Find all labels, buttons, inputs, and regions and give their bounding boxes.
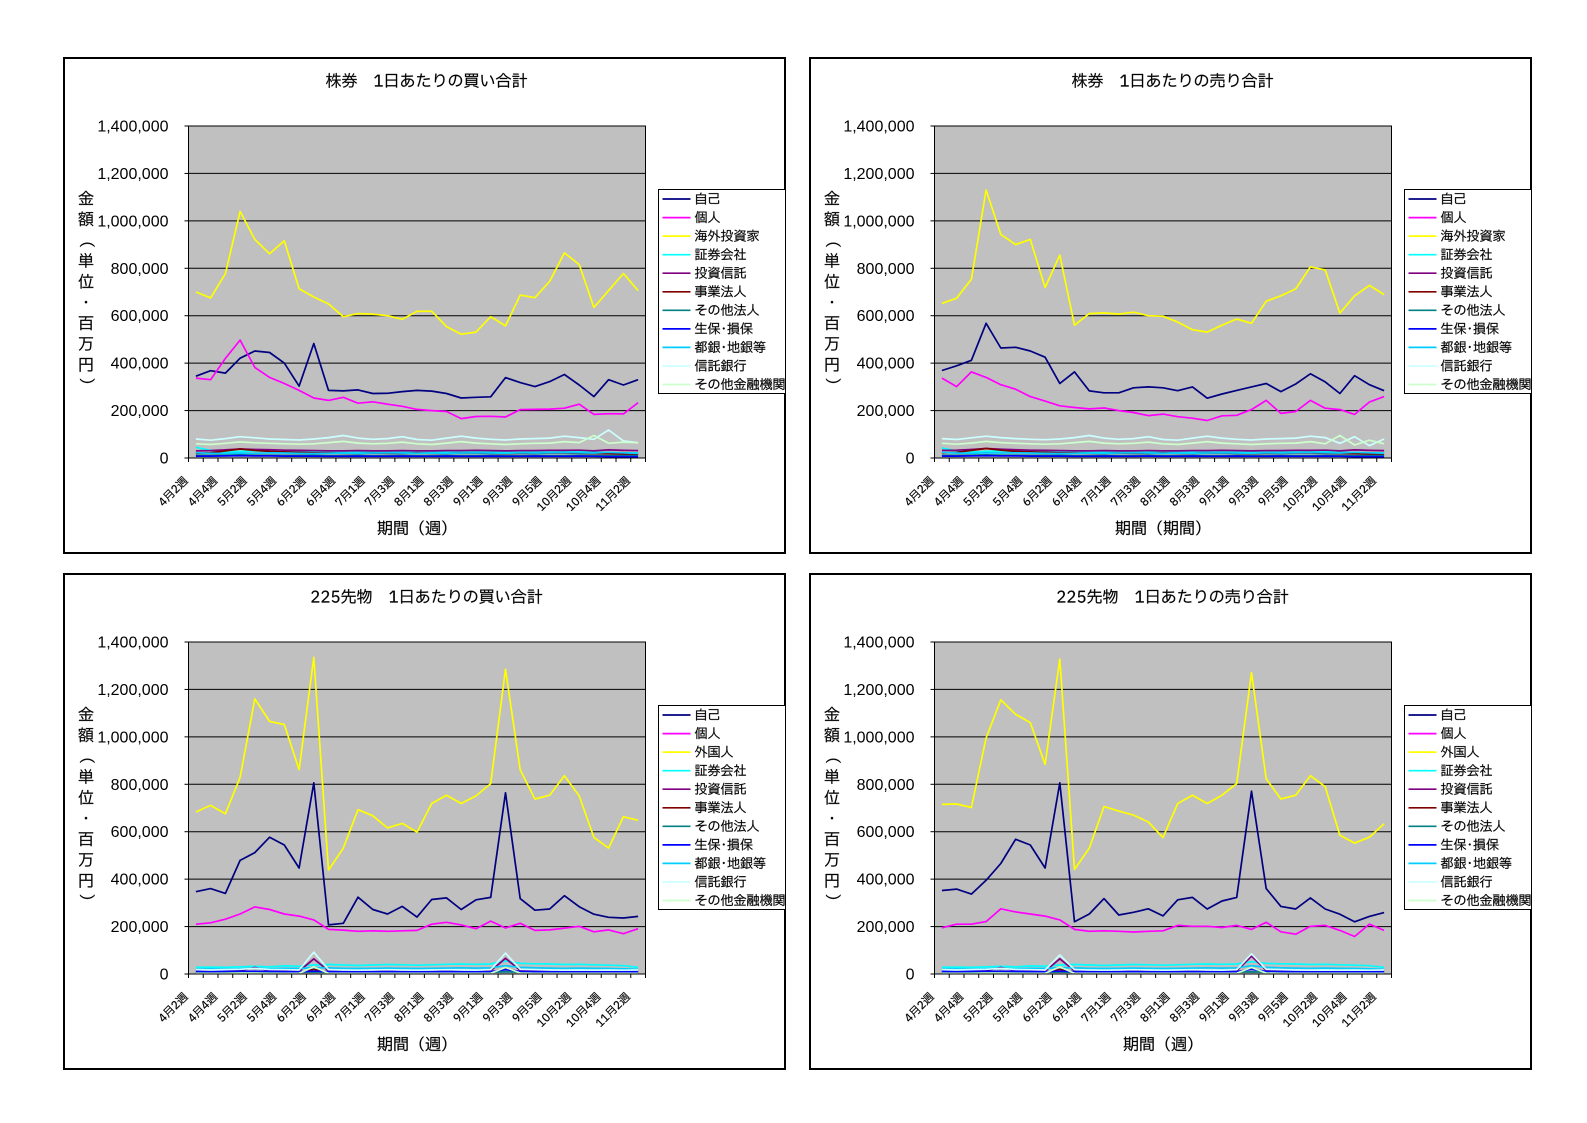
svg-text:800,000: 800,000	[111, 261, 169, 278]
svg-text:1,400,000: 1,400,000	[97, 635, 168, 652]
svg-text:600,000: 600,000	[111, 824, 169, 841]
svg-text:600,000: 600,000	[857, 308, 915, 325]
svg-text:1,400,000: 1,400,000	[843, 119, 914, 136]
svg-text:400,000: 400,000	[857, 356, 915, 373]
svg-text:200,000: 200,000	[111, 919, 169, 936]
svg-text:1,200,000: 1,200,000	[97, 166, 168, 183]
svg-text:800,000: 800,000	[111, 777, 169, 794]
svg-text:1,000,000: 1,000,000	[97, 729, 168, 746]
svg-text:800,000: 800,000	[857, 777, 915, 794]
svg-text:600,000: 600,000	[111, 308, 169, 325]
svg-text:1,000,000: 1,000,000	[843, 729, 914, 746]
svg-text:600,000: 600,000	[857, 824, 915, 841]
svg-text:400,000: 400,000	[111, 356, 169, 373]
svg-text:0: 0	[160, 451, 169, 468]
svg-text:1,200,000: 1,200,000	[843, 682, 914, 699]
svg-text:1,000,000: 1,000,000	[97, 213, 168, 230]
svg-text:1,200,000: 1,200,000	[97, 682, 168, 699]
svg-text:0: 0	[906, 451, 915, 468]
svg-text:1,400,000: 1,400,000	[843, 635, 914, 652]
svg-text:800,000: 800,000	[857, 261, 915, 278]
svg-text:1,200,000: 1,200,000	[843, 166, 914, 183]
svg-text:1,000,000: 1,000,000	[843, 213, 914, 230]
svg-text:0: 0	[160, 967, 169, 984]
svg-text:400,000: 400,000	[111, 872, 169, 889]
svg-text:200,000: 200,000	[857, 919, 915, 936]
svg-text:200,000: 200,000	[111, 403, 169, 420]
svg-text:1,400,000: 1,400,000	[97, 119, 168, 136]
svg-text:200,000: 200,000	[857, 403, 915, 420]
svg-text:400,000: 400,000	[857, 872, 915, 889]
svg-text:0: 0	[906, 967, 915, 984]
